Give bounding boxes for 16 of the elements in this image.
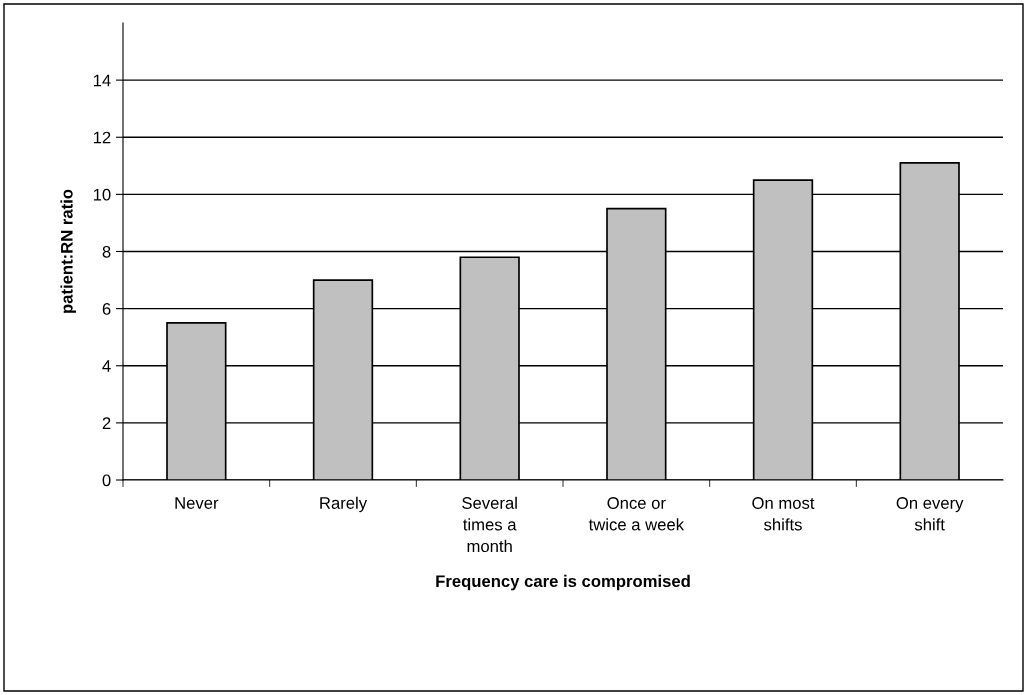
x-axis-title: Frequency care is compromised [436,574,690,591]
y-tick-label: 4 [102,360,111,372]
x-tick-label: Never [175,497,219,509]
x-tick-label: Several times a month [462,496,517,553]
y-tick-label: 10 [93,188,111,201]
x-tick-label: On every shift [896,497,964,531]
y-tick-label: 6 [102,303,111,315]
y-tick-label: 2 [102,417,111,429]
y-tick-label: 14 [93,74,111,87]
y-tick-label: 0 [102,474,111,487]
y-axis-title: patient:RN ratio [60,189,76,313]
x-tick-label: Rarely [320,496,368,513]
x-tick-label: On most shifts [752,497,815,531]
y-tick-label: 8 [102,245,111,258]
y-tick-label: 12 [93,131,111,144]
x-tick-label: Once or twice a week [588,497,685,531]
